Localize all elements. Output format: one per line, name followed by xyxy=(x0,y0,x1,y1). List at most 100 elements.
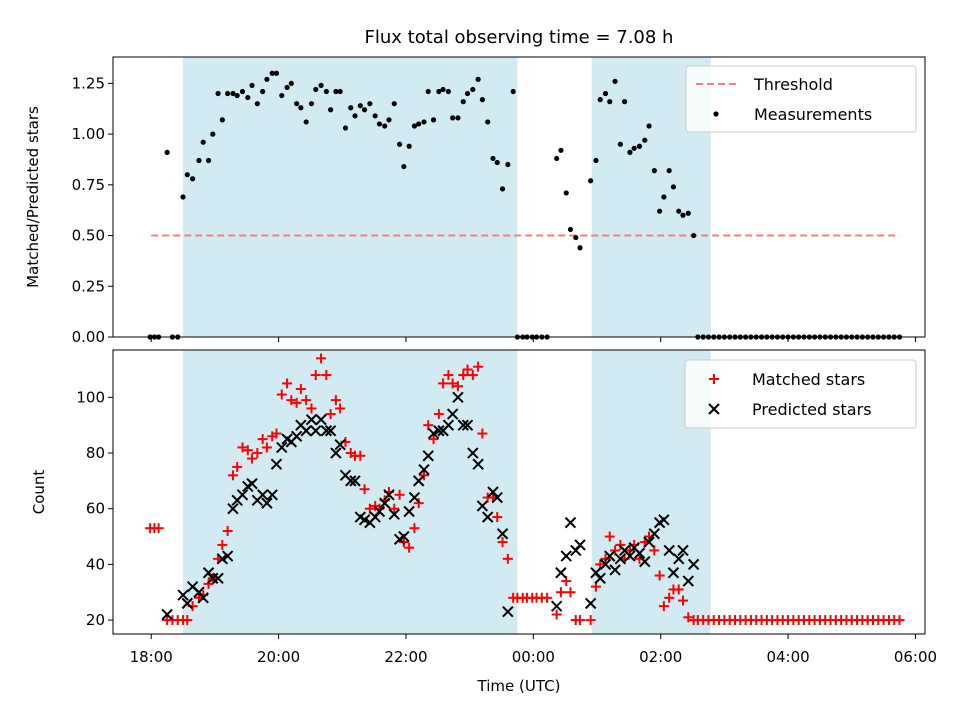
data-point xyxy=(452,391,464,404)
data-point xyxy=(502,553,513,564)
data-point xyxy=(271,428,282,439)
cross-stroke xyxy=(614,553,627,565)
data-point xyxy=(270,458,283,470)
data-point xyxy=(677,595,688,606)
data-point xyxy=(624,550,636,562)
cross-stroke xyxy=(339,469,352,482)
top-legend: Threshold Measurements xyxy=(685,65,917,133)
cross-stroke xyxy=(427,427,440,440)
data-point xyxy=(550,600,563,612)
y-tick-label: 80 xyxy=(86,444,105,462)
count-panel: 20 40 60 80 100 xyxy=(76,349,926,639)
data-point xyxy=(475,76,481,82)
cross-stroke xyxy=(358,514,371,526)
cross-stroke xyxy=(408,491,421,504)
data-point xyxy=(284,84,290,91)
cross-stroke xyxy=(221,550,234,562)
data-point xyxy=(409,523,420,534)
data-point xyxy=(673,553,685,565)
data-point xyxy=(479,97,485,103)
data-point xyxy=(555,567,567,579)
cross-stroke xyxy=(261,497,273,509)
cross-stroke xyxy=(177,589,189,601)
data-point xyxy=(430,117,437,123)
data-point xyxy=(642,137,648,143)
data-point xyxy=(355,450,366,461)
data-point xyxy=(303,119,309,125)
cross-stroke xyxy=(330,447,342,459)
data-point xyxy=(470,86,476,93)
data-point xyxy=(554,155,560,162)
data-point xyxy=(481,511,494,523)
data-point xyxy=(567,226,574,233)
data-point xyxy=(542,592,553,603)
data-point xyxy=(300,425,312,437)
data-point xyxy=(324,425,337,437)
data-point xyxy=(496,528,509,540)
y-tick-label: 0.75 xyxy=(72,176,105,194)
data-point xyxy=(558,147,564,153)
cross-stroke xyxy=(442,419,455,431)
data-point xyxy=(361,107,368,113)
data-point xyxy=(438,378,449,389)
data-point xyxy=(494,159,500,166)
data-point xyxy=(673,584,684,595)
x-tick-label: 00:00 xyxy=(512,648,555,666)
data-point xyxy=(461,419,474,431)
data-point xyxy=(455,115,461,121)
data-point xyxy=(327,107,334,113)
data-point xyxy=(391,101,397,107)
data-point xyxy=(617,141,623,147)
data-point xyxy=(301,395,312,406)
data-point xyxy=(323,88,329,95)
cross-stroke xyxy=(496,528,509,540)
data-point xyxy=(574,539,586,551)
data-point xyxy=(408,491,421,504)
data-point xyxy=(604,550,616,562)
data-point xyxy=(320,425,333,437)
data-point xyxy=(683,612,694,623)
data-point xyxy=(398,530,410,543)
series-measurements xyxy=(147,70,903,340)
figure-title: Flux total observing time = 7.08 h xyxy=(365,27,674,48)
data-point xyxy=(367,101,373,107)
data-point xyxy=(612,78,618,84)
data-point xyxy=(614,553,627,565)
cross-stroke xyxy=(412,475,425,487)
data-point xyxy=(282,378,293,389)
data-point xyxy=(273,70,280,76)
cross-stroke xyxy=(161,608,173,621)
data-point xyxy=(316,353,327,364)
legend-predicted-swatch xyxy=(708,403,720,415)
y-tick-label: 100 xyxy=(76,388,105,406)
data-point xyxy=(379,497,391,509)
data-point xyxy=(245,94,251,101)
data-point xyxy=(422,450,434,462)
data-point xyxy=(257,434,268,445)
data-point xyxy=(555,587,566,598)
data-point xyxy=(658,601,669,612)
data-point xyxy=(227,470,238,481)
data-point xyxy=(180,194,186,200)
data-point xyxy=(306,403,317,414)
data-point xyxy=(398,537,409,548)
cross-stroke xyxy=(673,553,685,565)
data-point xyxy=(464,90,471,97)
data-point xyxy=(315,413,327,426)
plot-frame xyxy=(112,56,926,338)
bottom-legend: Matched stars Predicted stars xyxy=(684,359,917,429)
data-point xyxy=(230,90,236,97)
x-axis-ticks: 18:00 20:00 22:00 00:00 02:00 04:00 06:00 xyxy=(130,648,937,666)
data-point xyxy=(247,453,258,464)
series-predicted-stars xyxy=(161,391,700,621)
legend-plus-marker xyxy=(709,374,719,384)
data-point xyxy=(502,606,514,618)
cross-stroke xyxy=(290,430,303,443)
data-point xyxy=(200,139,206,145)
data-point xyxy=(279,92,285,99)
cross-stroke xyxy=(476,500,489,512)
cross-stroke xyxy=(502,606,514,618)
x-tick-label: 02:00 xyxy=(639,648,682,666)
data-point xyxy=(622,99,628,105)
top-y-axis-label: Matched/Predicted stars xyxy=(24,106,42,288)
